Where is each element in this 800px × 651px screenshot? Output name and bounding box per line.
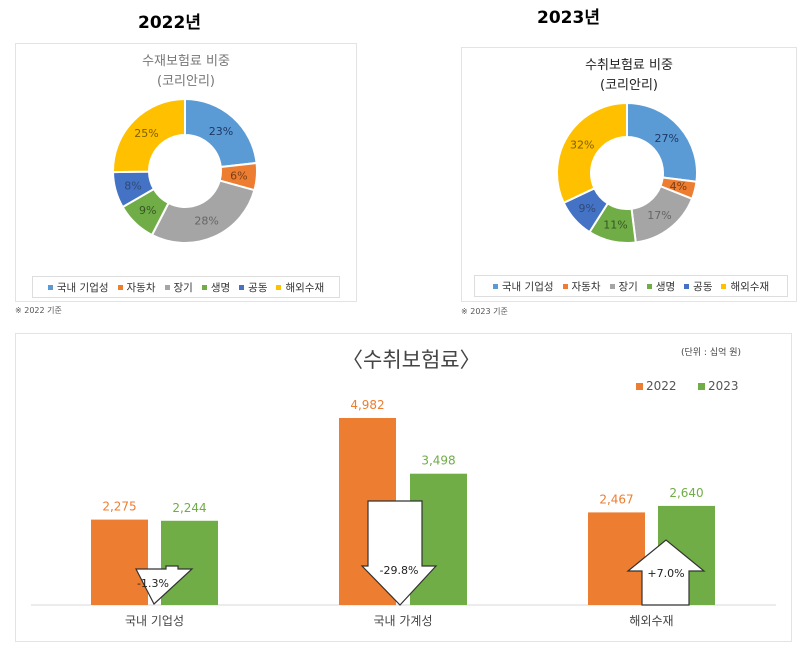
legend-label: 2022: [646, 379, 677, 393]
legend-item: 장기: [164, 280, 193, 295]
legend-swatch: [117, 285, 123, 290]
legend-swatch: [721, 284, 727, 289]
heading-2023: 2023년: [537, 8, 600, 28]
legend-item: 자동차: [117, 280, 156, 295]
legend-swatch: [276, 285, 282, 290]
legend-item: 해외수재: [276, 280, 324, 295]
legend-item: 생명: [646, 279, 676, 294]
change-label: +7.0%: [647, 567, 684, 580]
legend-label: 장기: [173, 281, 193, 294]
slice-label: 9%: [579, 202, 596, 215]
legend-label: 해외수재: [730, 280, 770, 293]
slice-label: 17%: [647, 209, 671, 222]
legend-item: 장기: [609, 279, 638, 294]
slice-label: 32%: [570, 139, 594, 152]
slice-label: 11%: [603, 219, 627, 232]
legend-swatch: [492, 284, 498, 289]
legend-swatch: [609, 284, 615, 289]
slice-label: 27%: [655, 132, 679, 145]
arrow-up-icon: [626, 539, 706, 606]
change-label: -1.3%: [137, 577, 169, 590]
chart-subtitle: (코리안리): [157, 74, 215, 89]
heading-2022: 2022년: [138, 13, 201, 33]
category-label: 해외수재: [629, 614, 673, 628]
legend-swatch: [636, 383, 643, 390]
legend-item: 공동: [239, 280, 267, 295]
chart-title: 수취보험료 비중: [585, 58, 673, 73]
arrow-down-icon: [360, 500, 438, 606]
donut-chart-2023: 수취보험료 비중 (코리안리) 27% 4% 17% 11% 9% 32% 국내 기업성 자…: [461, 47, 797, 302]
slice-label: 25%: [134, 127, 158, 140]
legend-2022: 2022: [636, 379, 677, 393]
legend-item: 생명: [201, 280, 231, 295]
legend-swatch: [47, 285, 53, 290]
donut-svg: 23% 6% 28% 9% 8% 25%: [111, 97, 258, 244]
arrow-down-icon: [135, 565, 194, 605]
legend-label: 해외수재: [285, 281, 325, 294]
bar-value-label: 2,640: [669, 486, 703, 500]
note-2023: ※ 2023 기준: [461, 307, 508, 316]
legend-label: 자동차: [571, 280, 601, 293]
legend-label: 공동: [248, 281, 268, 294]
donut-slice: [556, 101, 628, 205]
bar-value-label: 2,467: [599, 492, 633, 506]
legend: 국내 기업성 자동차 장기 생명 공동 해외수재: [32, 276, 340, 298]
chart-subtitle: (코리안리): [600, 78, 658, 93]
donut-slice: [112, 97, 186, 174]
legend-item: 해외수재: [721, 279, 769, 294]
chart-title: 수재보험료 비중: [142, 54, 230, 69]
legend-label: 생명: [655, 280, 676, 293]
donut-slice: [150, 179, 256, 244]
bar-chart: 〈수취보험료〉 (단위 : 십억 원) 2022 2023 2,275 2,244…: [15, 333, 792, 642]
legend-swatch: [201, 285, 207, 290]
legend-label: 장기: [618, 280, 638, 293]
bar-value-label: 2,244: [172, 501, 206, 515]
legend-swatch: [164, 285, 170, 290]
slice-label: 23%: [209, 125, 233, 138]
slice-label: 28%: [194, 214, 218, 227]
slice-label: 4%: [670, 180, 687, 193]
slice-label: 6%: [230, 169, 247, 182]
legend-label: 2023: [708, 379, 739, 393]
bar-value-label: 3,498: [421, 454, 455, 468]
legend-swatch: [646, 284, 652, 289]
legend-item: 국내 기업성: [47, 280, 109, 295]
slice-label: 8%: [124, 179, 141, 192]
legend-2023: 2023: [698, 379, 739, 393]
bar-value-label: 2,275: [102, 500, 136, 514]
bar-2022: [588, 512, 645, 605]
change-label: -29.8%: [380, 564, 419, 577]
legend-swatch: [684, 284, 690, 289]
legend-item: 공동: [684, 279, 712, 294]
donut-slice: [626, 101, 698, 183]
slice-label: 9%: [139, 204, 156, 217]
chart-title: 〈수취보험료〉: [342, 348, 481, 372]
legend-label: 국내 기업성: [56, 281, 109, 294]
note-2022: ※ 2022 기준: [15, 306, 62, 315]
legend-label: 국내 기업성: [501, 280, 554, 293]
legend-item: 자동차: [562, 279, 601, 294]
bar-value-label: 4,982: [350, 398, 384, 412]
bar-svg: 2,275 2,244 국내 기업성 4,982 3,498 국내 가계성 2,467 2,6…: [31, 398, 776, 628]
legend-label: 공동: [693, 280, 713, 293]
legend: 국내 기업성 자동차 장기 생명 공동 해외수재: [474, 275, 788, 297]
legend-item: 국내 기업성: [492, 279, 554, 294]
category-label: 국내 기업성: [125, 614, 184, 628]
legend-swatch: [562, 284, 568, 289]
donut-chart-2022: 수재보험료 비중 (코리안리) 23% 6% 28% 9% 8% 25% 국내 기업성 자동…: [15, 43, 357, 302]
bar-2023: [161, 520, 218, 605]
legend-label: 자동차: [126, 281, 156, 294]
bar-2022: [91, 519, 148, 605]
unit-label: (단위 : 십억 원): [681, 348, 742, 358]
legend-swatch: [239, 285, 245, 290]
category-label: 국내 가계성: [373, 614, 432, 628]
legend-swatch: [698, 383, 705, 390]
legend-label: 생명: [210, 281, 231, 294]
donut-svg: 27% 4% 17% 11% 9% 32%: [556, 101, 698, 244]
